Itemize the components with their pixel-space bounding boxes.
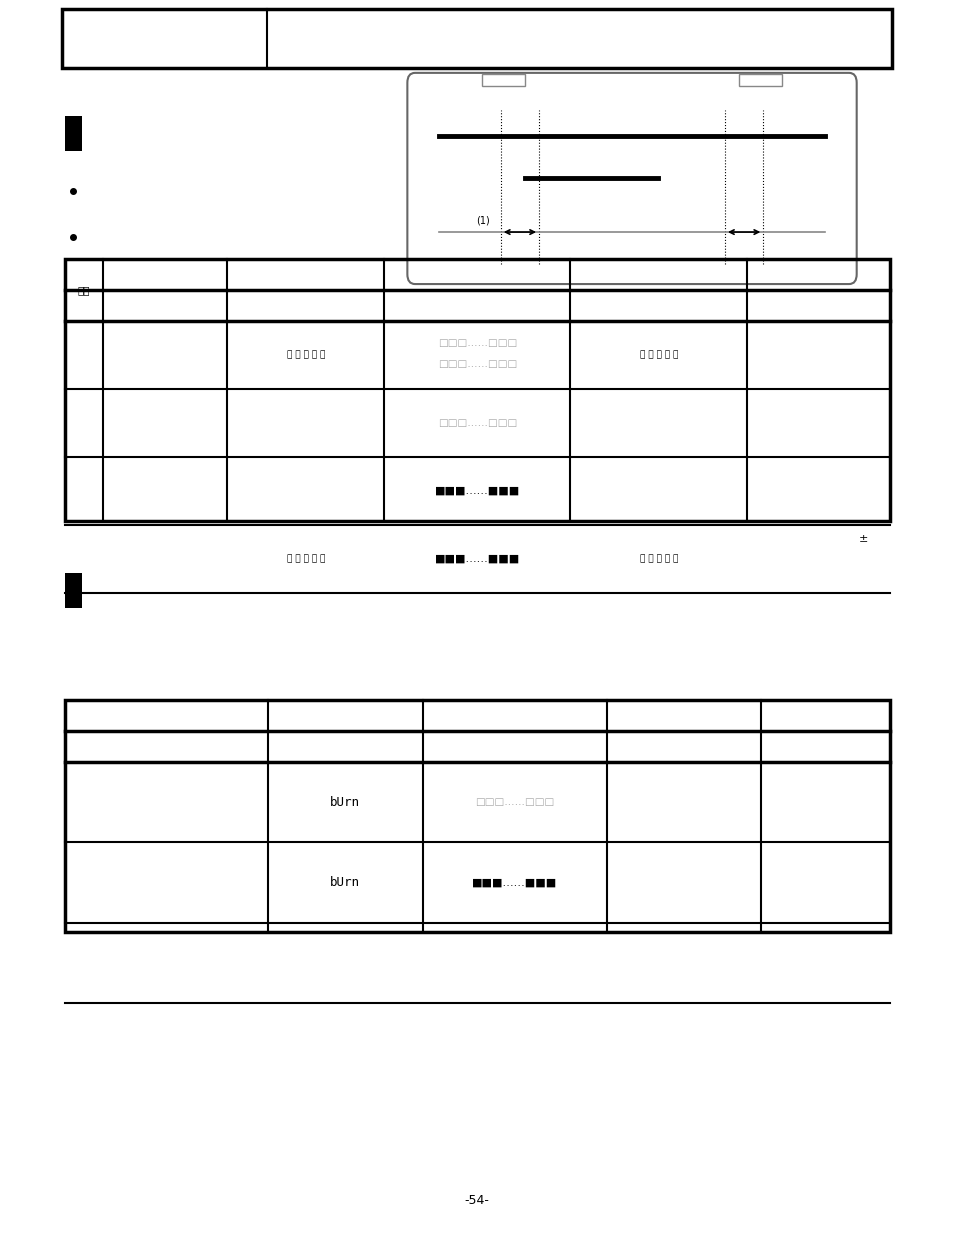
Bar: [65, 259, 889, 521]
Bar: [65, 700, 889, 932]
Text: ■■■……■■■: ■■■……■■■: [435, 485, 519, 496]
Text: － － － － －: － － － － －: [286, 351, 325, 359]
Text: □□□……□□□: □□□……□□□: [475, 797, 554, 808]
Text: ■■■……■■■: ■■■……■■■: [472, 877, 557, 888]
Text: － － － － －: － － － － －: [639, 351, 678, 359]
Bar: [65, 573, 82, 608]
Text: ＋ － － － －: ＋ － － － －: [639, 555, 678, 563]
Text: ■■■……■■■: ■■■……■■■: [435, 553, 519, 564]
Text: □□□……□□□: □□□……□□□: [437, 417, 517, 429]
Text: bUrn: bUrn: [330, 876, 360, 889]
Bar: [481, 74, 524, 86]
Text: ±: ±: [858, 534, 867, 543]
Bar: [62, 9, 891, 68]
Text: □□□……□□□: □□□……□□□: [437, 337, 517, 348]
FancyBboxPatch shape: [407, 73, 856, 284]
Text: □□□……□□□: □□□……□□□: [437, 358, 517, 369]
Text: bUrn: bUrn: [330, 795, 360, 809]
Text: -54-: -54-: [464, 1194, 489, 1207]
Text: (1): (1): [476, 216, 489, 226]
Text: 区分: 区分: [77, 285, 91, 295]
Bar: [739, 74, 781, 86]
Text: － － － － －: － － － － －: [286, 555, 325, 563]
Bar: [65, 116, 82, 151]
